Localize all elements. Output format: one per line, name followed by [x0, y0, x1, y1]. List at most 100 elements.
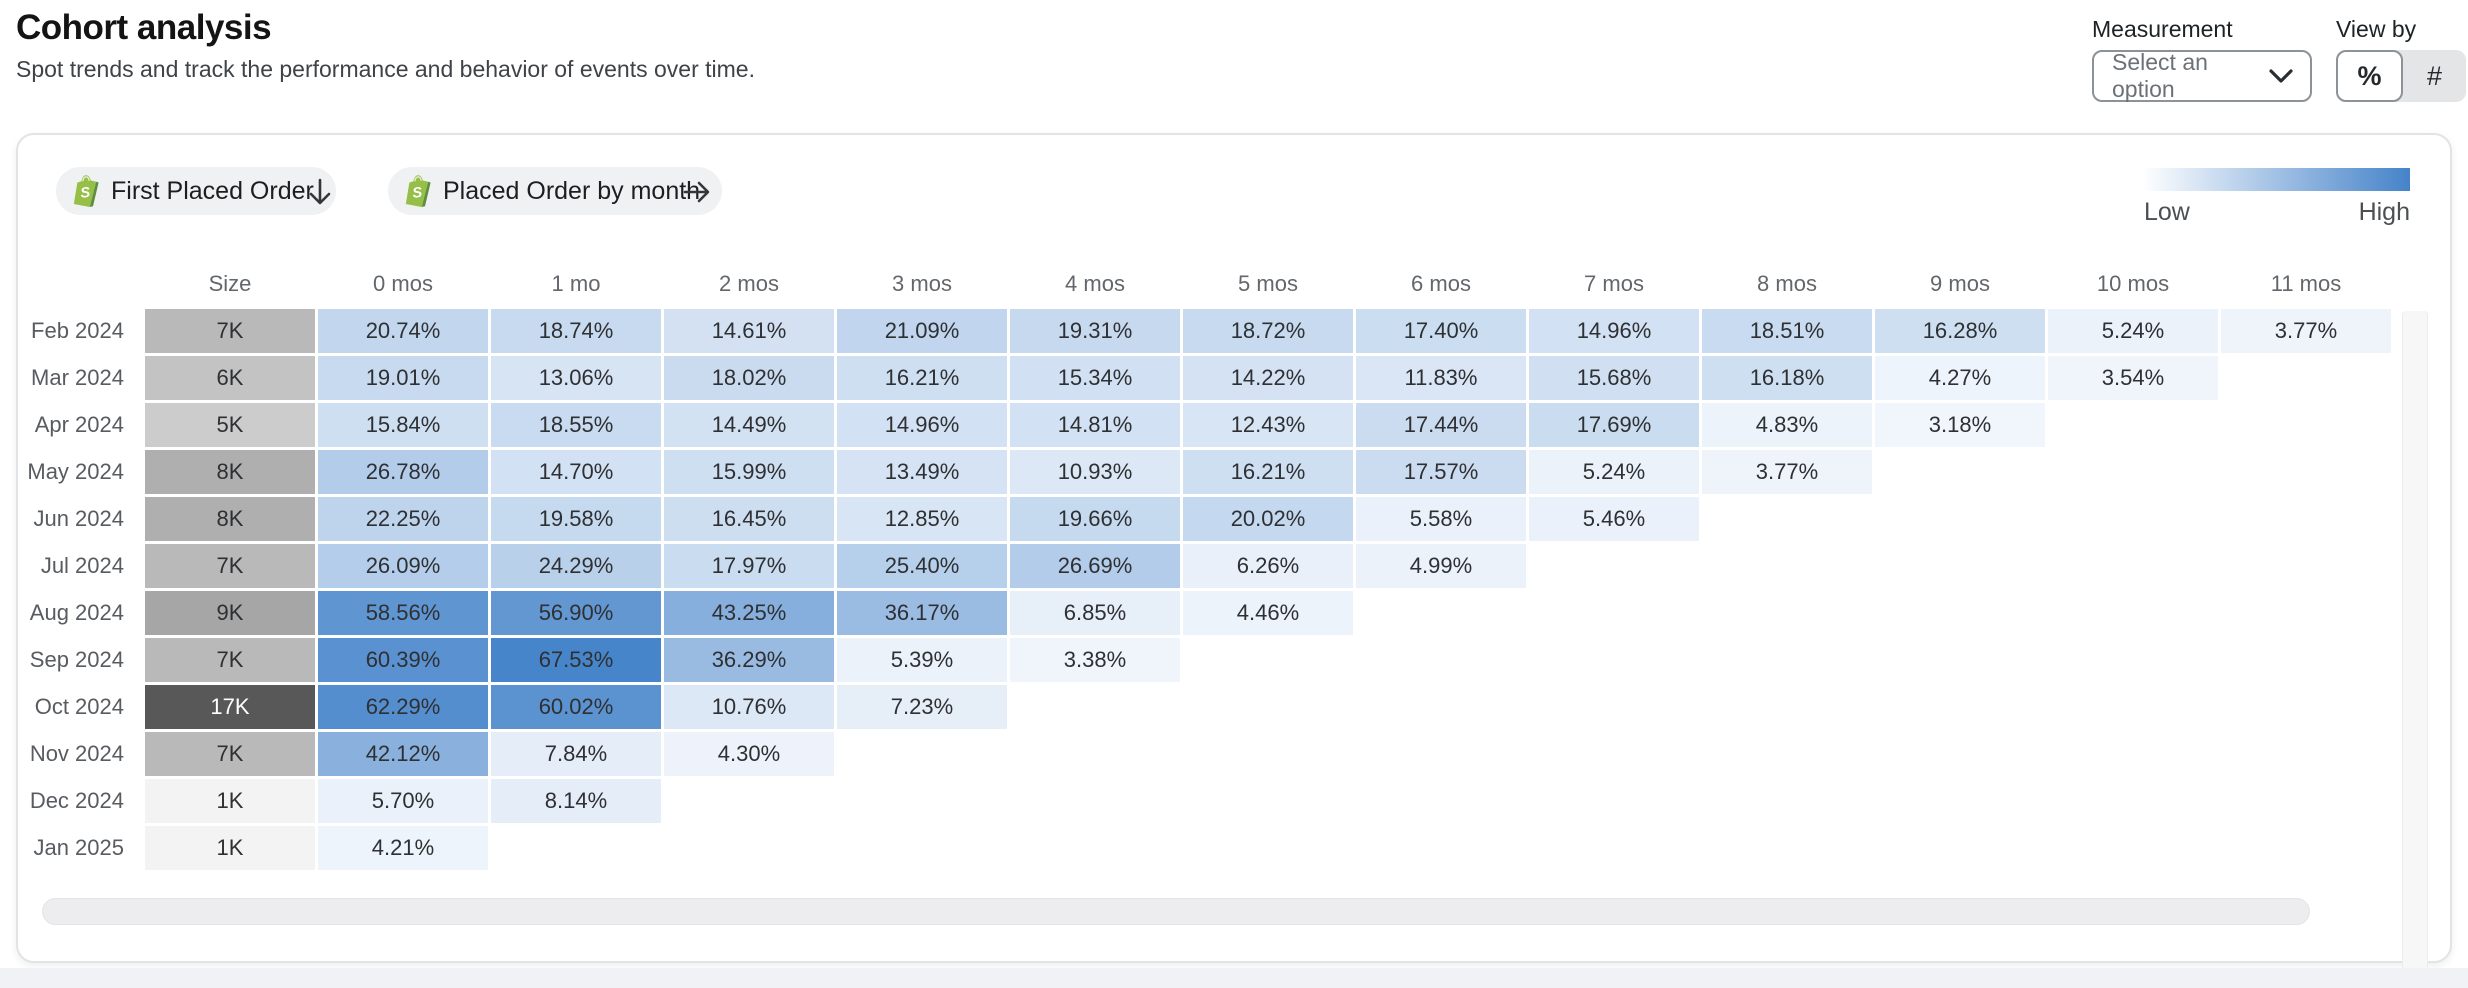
size-cell: 5K [145, 403, 315, 447]
empty-cell [2221, 497, 2391, 541]
cohort-cell: 36.29% [664, 638, 834, 682]
cohort-cell: 19.58% [491, 497, 661, 541]
column-header-3-mos: 3 mos [892, 271, 952, 296]
cohort-cell: 60.02% [491, 685, 661, 729]
cohort-cell: 14.96% [1529, 309, 1699, 353]
empty-cell [1702, 732, 1872, 776]
return-event-pill-label: Placed Order by month [443, 176, 701, 205]
empty-cell [1875, 685, 2045, 729]
empty-cell [1010, 685, 1180, 729]
row-label: Jul 2024 [40, 553, 124, 578]
cohort-cell: 7.84% [491, 732, 661, 776]
empty-cell [1529, 638, 1699, 682]
first-event-pill[interactable]: S First Placed Order [56, 167, 336, 215]
cohort-cell: 43.25% [664, 591, 834, 635]
svg-text:S: S [79, 185, 91, 202]
cohort-cell: 6.85% [1010, 591, 1180, 635]
cohort-cell: 62.29% [318, 685, 488, 729]
empty-cell [2048, 826, 2218, 870]
cohort-cell: 58.56% [318, 591, 488, 635]
corner-header-cell [32, 262, 142, 306]
cohort-cell: 8.14% [491, 779, 661, 823]
measurement-select[interactable]: Select an option [2092, 49, 2312, 102]
row-label: Aug 2024 [29, 600, 124, 625]
row-label: Apr 2024 [34, 412, 124, 437]
cohort-cell: 14.61% [664, 309, 834, 353]
legend-high-label: High [2358, 198, 2410, 226]
empty-cell [2048, 779, 2218, 823]
empty-cell [1702, 544, 1872, 588]
cohort-cell: 12.43% [1183, 403, 1353, 447]
empty-cell [1702, 685, 1872, 729]
empty-cell [2221, 638, 2391, 682]
empty-cell [2221, 356, 2391, 400]
row-label: Sep 2024 [29, 647, 124, 672]
cohort-cell: 14.81% [1010, 403, 1180, 447]
empty-cell [1356, 779, 1526, 823]
empty-cell [1356, 826, 1526, 870]
cohort-cell: 3.77% [1702, 450, 1872, 494]
cohort-cell: 22.25% [318, 497, 488, 541]
row-label: Oct 2024 [34, 694, 124, 719]
cohort-cell: 16.28% [1875, 309, 2045, 353]
empty-cell [1529, 544, 1699, 588]
empty-cell [1702, 638, 1872, 682]
column-header-9-mos: 9 mos [1930, 271, 1990, 296]
column-header-7-mos: 7 mos [1584, 271, 1644, 296]
empty-cell [2221, 403, 2391, 447]
cohort-cell: 19.01% [318, 356, 488, 400]
shopify-bag-icon: S [405, 175, 431, 208]
row-label: Dec 2024 [29, 788, 124, 813]
empty-cell [1529, 685, 1699, 729]
empty-cell [1875, 450, 2045, 494]
empty-cell [1183, 779, 1353, 823]
cohort-cell: 4.83% [1702, 403, 1872, 447]
cohort-cell: 15.99% [664, 450, 834, 494]
cohort-cell: 18.02% [664, 356, 834, 400]
empty-cell [1702, 591, 1872, 635]
horizontal-scrollbar[interactable] [42, 898, 2310, 925]
empty-cell [2221, 450, 2391, 494]
cohort-cell: 36.17% [837, 591, 1007, 635]
cohort-cell: 16.45% [664, 497, 834, 541]
cohort-cell: 25.40% [837, 544, 1007, 588]
row-label: Jan 2025 [33, 835, 124, 860]
cohort-cell: 3.18% [1875, 403, 2045, 447]
cohort-cell: 18.51% [1702, 309, 1872, 353]
cohort-cell: 16.21% [1183, 450, 1353, 494]
column-header-5-mos: 5 mos [1238, 271, 1298, 296]
empty-cell [1875, 779, 2045, 823]
first-event-pill-label: First Placed Order [111, 176, 314, 205]
column-header-10-mos: 10 mos [2096, 271, 2170, 296]
cohort-cell: 60.39% [318, 638, 488, 682]
return-event-pill[interactable]: S Placed Order by month [388, 167, 723, 215]
view-by-percent-button[interactable]: % [2336, 50, 2403, 102]
cohort-cell: 19.66% [1010, 497, 1180, 541]
empty-cell [837, 779, 1007, 823]
cohort-cell: 3.77% [2221, 309, 2391, 353]
empty-cell [2048, 638, 2218, 682]
view-by-count-button[interactable]: # [2426, 60, 2443, 91]
empty-cell [1356, 732, 1526, 776]
empty-cell [1529, 779, 1699, 823]
cohort-card: S First Placed Order S Placed Order by m… [16, 133, 2452, 988]
cohort-cell: 13.49% [837, 450, 1007, 494]
row-label: Nov 2024 [29, 741, 124, 766]
cohort-cell: 4.46% [1183, 591, 1353, 635]
empty-cell [2221, 544, 2391, 588]
cohort-cell: 14.49% [664, 403, 834, 447]
empty-cell [837, 732, 1007, 776]
cohort-cell: 15.68% [1529, 356, 1699, 400]
vertical-scrollbar[interactable] [2402, 311, 2428, 988]
row-label: Jun 2024 [33, 506, 124, 531]
heat-legend: Low High [2144, 168, 2410, 227]
empty-cell [1529, 591, 1699, 635]
empty-cell [1356, 638, 1526, 682]
size-cell: 7K [145, 638, 315, 682]
empty-cell [2048, 450, 2218, 494]
measurement-label: Measurement [2092, 16, 2233, 42]
cohort-cell: 5.58% [1356, 497, 1526, 541]
empty-cell [1875, 544, 2045, 588]
empty-cell [1356, 591, 1526, 635]
empty-cell [664, 826, 834, 870]
